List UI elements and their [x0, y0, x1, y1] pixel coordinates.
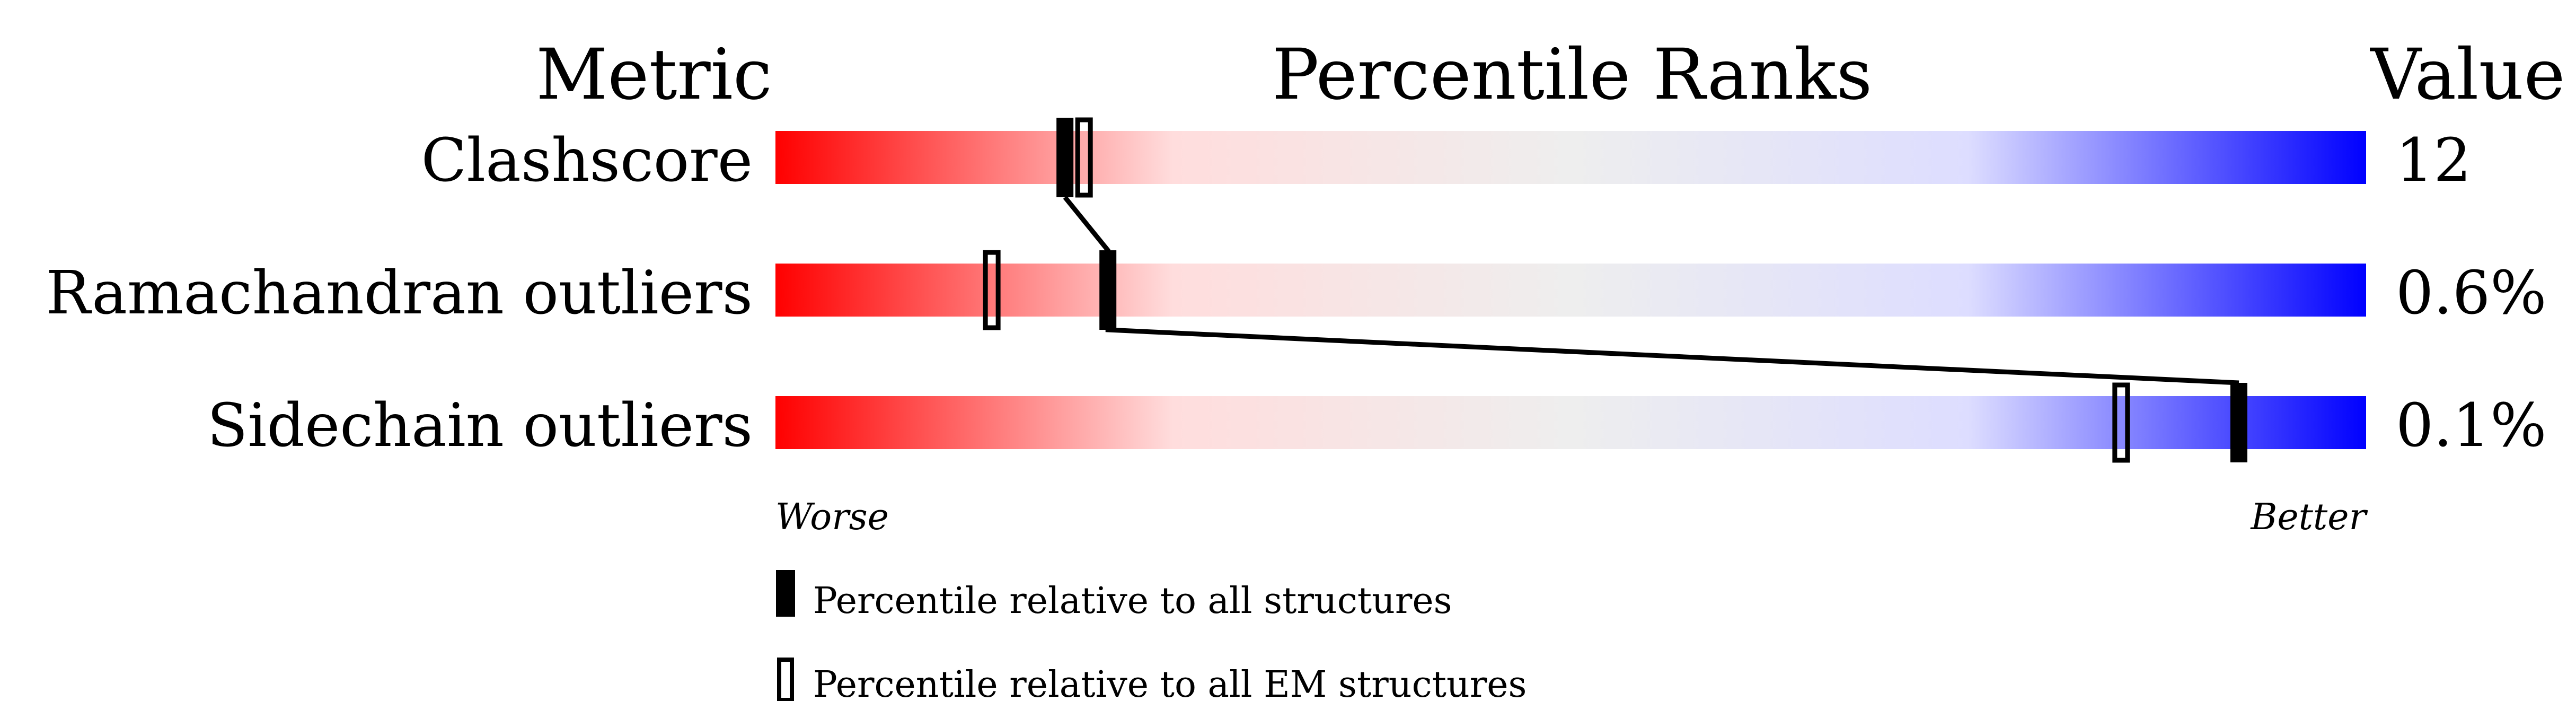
- marker-em-structures: [2112, 382, 2130, 463]
- marker-all-structures: [1056, 118, 1074, 197]
- metric-label: Ramachandran outliers: [46, 259, 753, 328]
- legend-label-em: Percentile relative to all EM structures: [813, 664, 1527, 701]
- header-value: Value: [2369, 34, 2565, 116]
- metric-label: Sidechain outliers: [207, 391, 753, 460]
- percentile-bar: [775, 131, 2366, 184]
- header-percentile-ranks: Percentile Ranks: [1272, 34, 1873, 116]
- percentile-bar: [775, 396, 2366, 449]
- metric-value: 0.6%: [2396, 259, 2547, 328]
- percentile-bar: [775, 264, 2366, 317]
- legend-marker-open: [777, 658, 794, 701]
- marker-em-structures: [1075, 117, 1093, 198]
- metric-value: 12: [2396, 126, 2472, 195]
- legend: Percentile relative to all structures Pe…: [776, 570, 1527, 701]
- header-metric: Metric: [536, 34, 772, 116]
- marker-all-structures: [2230, 383, 2247, 462]
- axis-label-better: Better: [2249, 496, 2368, 538]
- marker-em-structures: [983, 250, 1001, 330]
- axis-label-worse: Worse: [775, 496, 889, 538]
- metric-label: Clashscore: [421, 126, 753, 195]
- metric-value: 0.1%: [2396, 391, 2547, 460]
- marker-all-structures: [1099, 250, 1117, 330]
- legend-marker-filled: [776, 570, 795, 617]
- legend-label-all: Percentile relative to all structures: [813, 580, 1452, 622]
